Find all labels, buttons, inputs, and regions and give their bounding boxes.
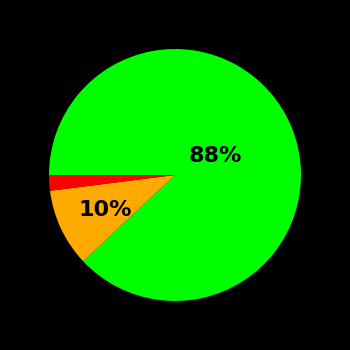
Wedge shape: [49, 175, 175, 191]
Wedge shape: [50, 175, 175, 261]
Wedge shape: [49, 49, 301, 301]
Text: 10%: 10%: [79, 200, 132, 220]
Text: 88%: 88%: [189, 146, 242, 166]
